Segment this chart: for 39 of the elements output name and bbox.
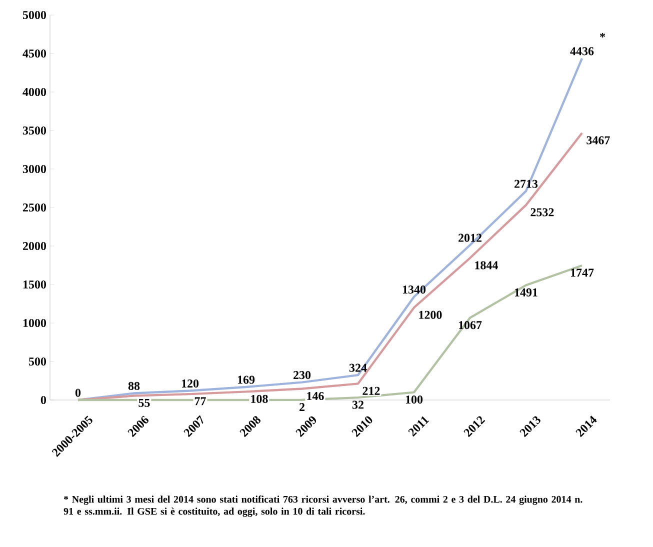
y-tick-label: 2500 bbox=[22, 203, 46, 212]
data-label: 100 bbox=[406, 396, 423, 404]
data-label: 120 bbox=[182, 379, 199, 388]
y-tick-label: 2000 bbox=[22, 242, 46, 250]
data-label: 1067 bbox=[458, 321, 482, 330]
data-label: 77 bbox=[194, 397, 206, 406]
data-label: 1747 bbox=[570, 268, 594, 277]
data-label: 212 bbox=[362, 386, 380, 395]
data-label: 2713 bbox=[514, 180, 538, 188]
y-tick-label: 3000 bbox=[22, 164, 46, 174]
x-tick-label: 2011 bbox=[408, 416, 430, 437]
data-label: 2012 bbox=[458, 234, 482, 242]
data-label: 88 bbox=[128, 382, 140, 390]
data-label: 108 bbox=[251, 394, 268, 403]
y-tick-label: 1500 bbox=[23, 280, 46, 289]
y-tick-label: 1000 bbox=[23, 318, 46, 328]
data-label: 1844 bbox=[475, 261, 498, 270]
y-tick-label: 3500 bbox=[22, 126, 46, 135]
data-label: 1340 bbox=[402, 286, 426, 294]
data-label: 55 bbox=[138, 398, 150, 407]
annotation: * bbox=[600, 32, 606, 38]
data-label: 1491 bbox=[514, 288, 538, 296]
y-tick-label: 0 bbox=[40, 396, 46, 404]
data-label: 4436 bbox=[570, 47, 594, 56]
data-label: 3467 bbox=[586, 136, 610, 144]
y-tick-label: 4000 bbox=[22, 88, 46, 96]
data-label: 2532 bbox=[530, 208, 554, 216]
data-label: 169 bbox=[238, 376, 255, 384]
data-label: 1200 bbox=[419, 310, 442, 319]
data-label: 230 bbox=[294, 370, 311, 380]
data-label: 32 bbox=[352, 400, 364, 409]
data-label: 324 bbox=[349, 364, 367, 372]
y-tick-label: 500 bbox=[28, 357, 46, 366]
y-tick-label: 5000 bbox=[22, 10, 46, 20]
text: * Negli ultimi 3 mesi del 2014 sono stati notificati 763 ricorsi avverso l’art. 26, commi 2 e 3 del D.L. 24 giugno 2014 n. 91 e ss.mm.ii. Il GSE si è costituito, ad oggi, solo in 10 di tali ricorsi. bbox=[64, 496, 582, 517]
y-tick-label: 4500 bbox=[22, 49, 46, 58]
data-label: 146 bbox=[307, 392, 324, 400]
data-label: 0 bbox=[75, 388, 81, 397]
data-label: 2 bbox=[300, 403, 304, 411]
